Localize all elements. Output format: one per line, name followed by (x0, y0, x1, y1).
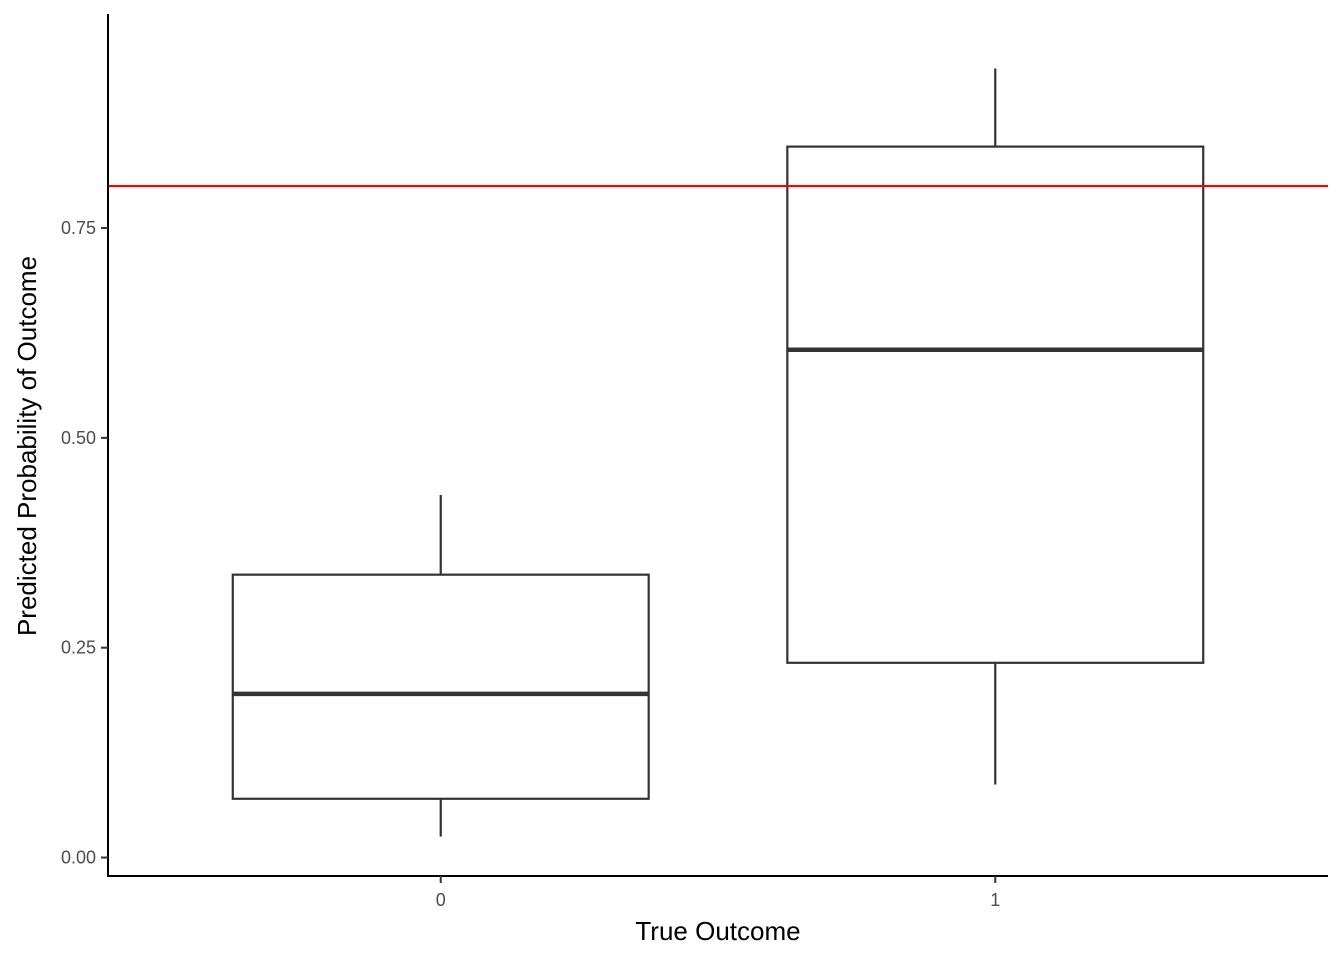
y-tick-label: 0.25 (61, 638, 96, 658)
y-axis-title: Predicted Probability of Outcome (12, 256, 42, 636)
y-axis-ticks: 0.00 0.25 0.50 0.75 (61, 218, 108, 868)
y-tick-label: 0.75 (61, 218, 96, 238)
y-tick-label: 0.50 (61, 428, 96, 448)
x-tick-label: 1 (990, 890, 1000, 910)
x-tick-label: 0 (436, 890, 446, 910)
y-tick-label: 0.00 (61, 848, 96, 868)
box-iqr (786, 145, 1205, 664)
plot-marks (108, 68, 1328, 837)
box-iqr (231, 573, 650, 800)
x-axis-title: True Outcome (635, 916, 800, 946)
box-group-0 (231, 494, 650, 837)
box-group-1 (786, 68, 1205, 785)
